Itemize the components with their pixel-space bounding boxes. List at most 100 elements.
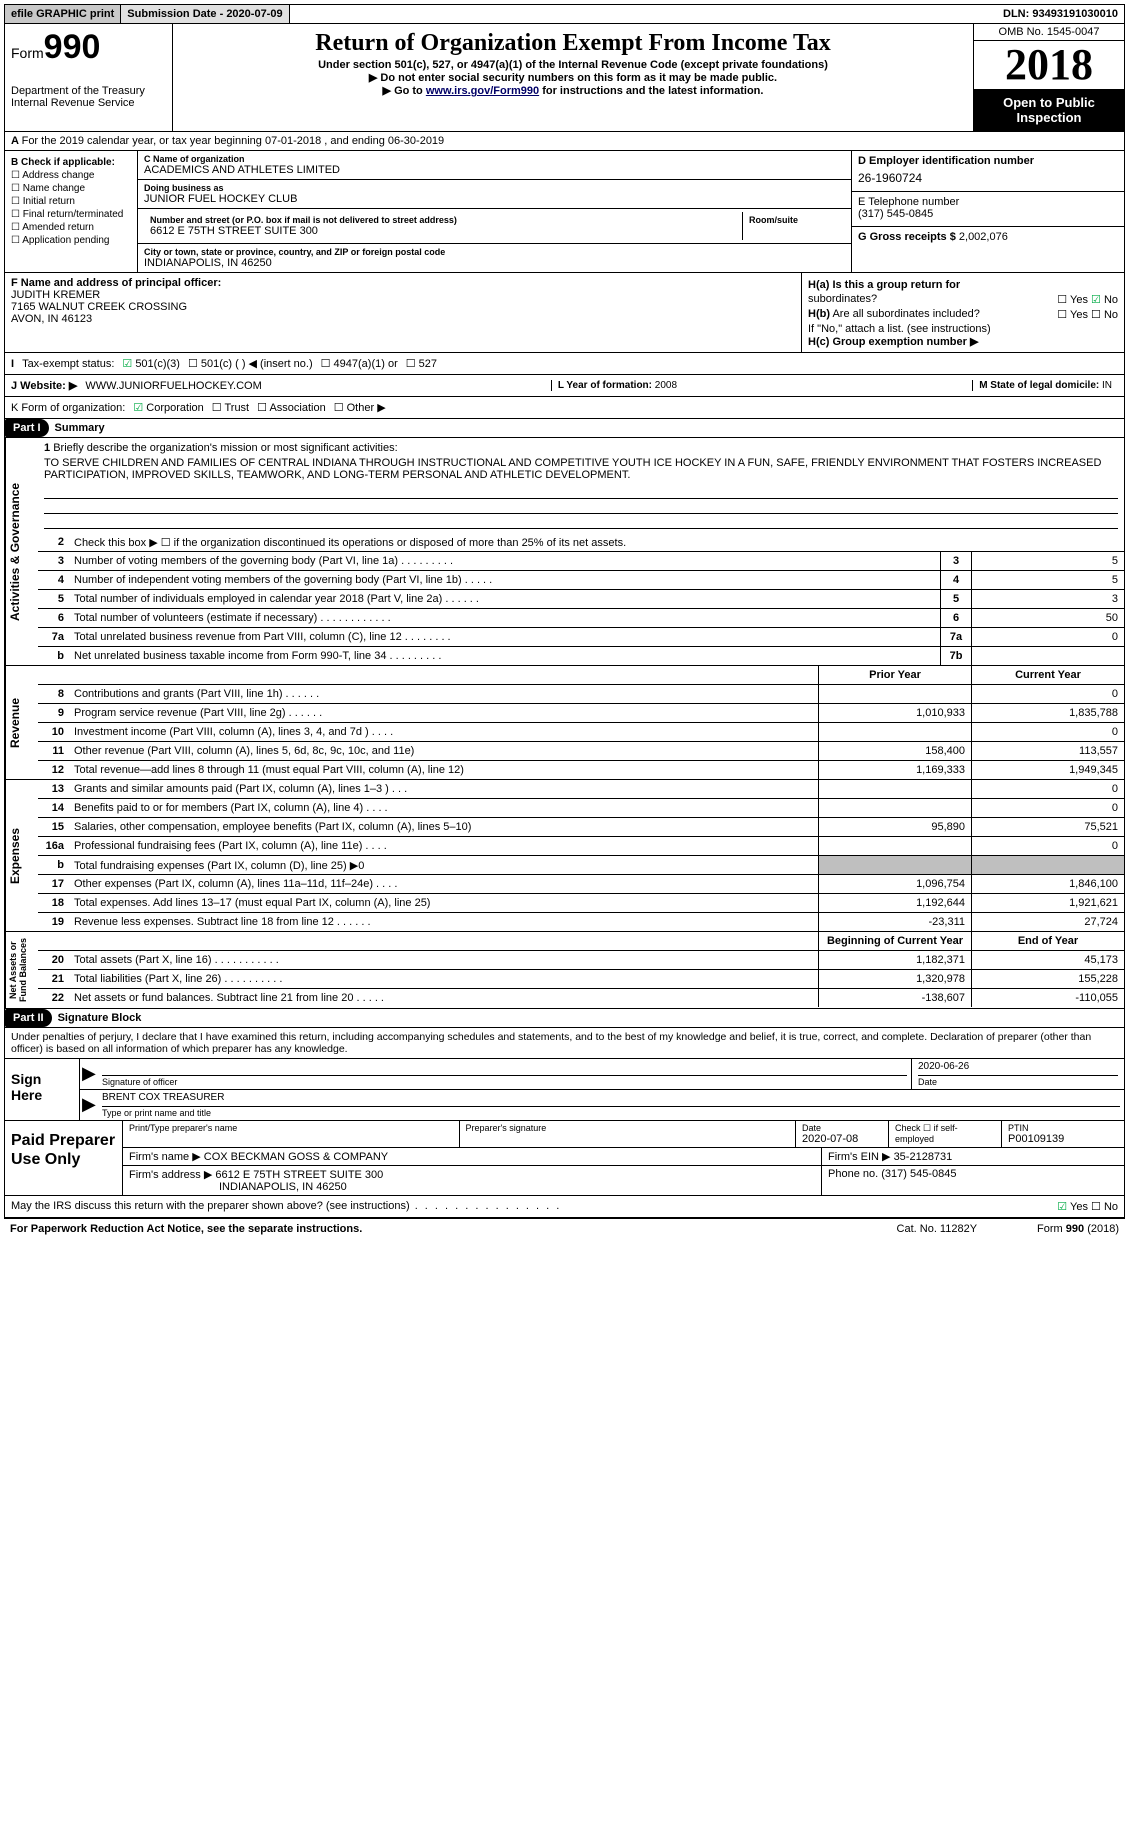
rule-1 — [44, 484, 1118, 499]
header-left: Form990 Department of the Treasury Inter… — [5, 24, 173, 131]
part1-title: Summary — [49, 422, 105, 434]
table-row: 12Total revenue—add lines 8 through 11 (… — [38, 761, 1124, 779]
table-row: 10Investment income (Part VIII, column (… — [38, 723, 1124, 742]
gov-lines: 2Check this box ▶ ☐ if the organization … — [38, 533, 1124, 665]
ha-sub: subordinates? — [808, 293, 877, 306]
arrow-icon: ▶ — [80, 1059, 98, 1089]
officer-printed-name: BRENT COX TREASURER — [102, 1092, 1120, 1107]
sign-here-row: Sign Here ▶ Signature of officer 2020-06… — [5, 1059, 1124, 1121]
h-col: H(a) Is this a group return for subordin… — [802, 273, 1124, 352]
col-c: C Name of organization ACADEMICS AND ATH… — [138, 151, 852, 272]
chk-name[interactable]: Name change — [11, 183, 131, 194]
hb-no[interactable]: No — [1091, 309, 1118, 321]
k-corp[interactable]: Corporation — [133, 401, 203, 414]
hb-yes[interactable]: Yes — [1057, 309, 1088, 321]
discuss-yes[interactable]: Yes — [1057, 1201, 1088, 1213]
chk-amended[interactable]: Amended return — [11, 222, 131, 233]
sig-date: 2020-06-26 — [918, 1061, 1118, 1076]
top-bar: efile GRAPHIC print Submission Date - 20… — [5, 5, 1124, 24]
chk-final[interactable]: Final return/terminated — [11, 209, 131, 220]
exp-lines: 13Grants and similar amounts paid (Part … — [38, 780, 1124, 931]
rev-lines: 8Contributions and grants (Part VIII, li… — [38, 685, 1124, 779]
irs-link[interactable]: www.irs.gov/Form990 — [426, 85, 539, 97]
sig-date-col: 2020-06-26 Date — [911, 1059, 1124, 1089]
g-line: G Gross receipts $ 2,002,076 — [858, 231, 1118, 243]
table-row: 14Benefits paid to or for members (Part … — [38, 799, 1124, 818]
firm-addr1: 6612 E 75TH STREET SUITE 300 — [215, 1169, 383, 1181]
ha-yes[interactable]: Yes — [1057, 294, 1088, 306]
exp-section: Expenses 13Grants and similar amounts pa… — [5, 780, 1124, 932]
ha-no[interactable]: No — [1091, 294, 1118, 306]
na-header: Beginning of Current Year End of Year — [38, 932, 1124, 951]
firm-phone-lbl: Phone no. — [828, 1168, 878, 1180]
current-year-hdr: Current Year — [971, 666, 1124, 684]
prep-line-1: Print/Type preparer's name Preparer's si… — [123, 1121, 1124, 1148]
subtitle-2: Do not enter social security numbers on … — [179, 71, 967, 84]
ein-val: 26-1960724 — [858, 171, 1118, 185]
discuss-row: May the IRS discuss this return with the… — [5, 1196, 1124, 1218]
discuss-no[interactable]: No — [1091, 1201, 1118, 1213]
c-addr-cell: Number and street (or P.O. box if mail i… — [138, 209, 851, 244]
prep-line-2: Firm's name ▶ COX BECKMAN GOSS & COMPANY… — [123, 1148, 1124, 1166]
i-527[interactable]: 527 — [406, 357, 437, 370]
table-row: 18Total expenses. Add lines 13–17 (must … — [38, 894, 1124, 913]
na-body: Beginning of Current Year End of Year 20… — [38, 932, 1124, 1008]
sig-name-line: ▶ BRENT COX TREASURER Type or print name… — [80, 1090, 1124, 1120]
vtab-na: Net Assets or Fund Balances — [5, 932, 38, 1008]
subtitle-1: Under section 501(c), 527, or 4947(a)(1)… — [179, 59, 967, 71]
website-val: WWW.JUNIORFUELHOCKEY.COM — [85, 380, 261, 392]
prep-self-lbl[interactable]: Check ☐ if self-employed — [895, 1123, 995, 1144]
k-assoc[interactable]: Association — [257, 401, 326, 414]
date-label: Date — [918, 1076, 1118, 1087]
i-line: ITax-exempt status: 501(c)(3) 501(c) ( )… — [5, 353, 1124, 375]
mission-block: 1 Briefly describe the organization's mi… — [38, 438, 1124, 533]
k-trust[interactable]: Trust — [212, 401, 249, 414]
col-de: D Employer identification number 26-1960… — [852, 151, 1124, 272]
i-4947[interactable]: 4947(a)(1) or — [321, 357, 398, 370]
i-501c3[interactable]: 501(c)(3) — [122, 357, 180, 370]
chk-address[interactable]: Address change — [11, 170, 131, 181]
table-row: 8Contributions and grants (Part VIII, li… — [38, 685, 1124, 704]
part2-badge: Part II — [5, 1009, 52, 1027]
arrow-icon-2: ▶ — [80, 1090, 98, 1120]
section-b-to-g: B Check if applicable: Address change Na… — [5, 151, 1124, 273]
chk-pending[interactable]: Application pending — [11, 235, 131, 246]
chk-initial[interactable]: Initial return — [11, 196, 131, 207]
part1-badge: Part I — [5, 419, 49, 437]
k-other[interactable]: Other ▶ — [334, 401, 386, 414]
header-right: OMB No. 1545-0047 2018 Open to Public In… — [974, 24, 1124, 131]
k-label: K Form of organization: — [11, 402, 125, 414]
prep-date-lbl: Date — [802, 1123, 882, 1133]
header-mid: Return of Organization Exempt From Incom… — [173, 24, 974, 131]
m-col: M State of legal domicile: IN — [972, 380, 1118, 391]
k-line: K Form of organization: Corporation Trus… — [5, 397, 1124, 418]
hc-line: H(c) Group exemption number ▶ — [808, 335, 1118, 348]
table-row: 20Total assets (Part X, line 16) . . . .… — [38, 951, 1124, 970]
part1-header-row: Part I Summary — [5, 419, 1124, 438]
header: Form990 Department of the Treasury Inter… — [5, 24, 1124, 132]
i-501c[interactable]: 501(c) ( ) ◀ (insert no.) — [188, 357, 313, 370]
l-col: L Year of formation: 2008 — [551, 380, 683, 391]
addr-val: 6612 E 75TH STREET SUITE 300 — [150, 225, 736, 237]
j-line: J Website: ▶ WWW.JUNIORFUELHOCKEY.COM L … — [5, 375, 1124, 397]
sign-here-label: Sign Here — [5, 1059, 80, 1120]
rule-2 — [44, 499, 1118, 514]
table-row: 11Other revenue (Part VIII, column (A), … — [38, 742, 1124, 761]
dln: DLN: 93493191030010 — [997, 5, 1124, 23]
form-prefix: Form — [11, 45, 44, 61]
sig-label: Signature of officer — [102, 1076, 907, 1087]
part2-header-row: Part II Signature Block — [5, 1009, 1124, 1028]
table-row: 13Grants and similar amounts paid (Part … — [38, 780, 1124, 799]
efile-badge: efile GRAPHIC print — [5, 5, 121, 23]
city-val: INDIANAPOLIS, IN 46250 — [144, 257, 845, 269]
dba-label: Doing business as — [144, 183, 845, 193]
gov-line: 6Total number of volunteers (estimate if… — [38, 609, 1124, 628]
prep-line-3: Firm's address ▶ 6612 E 75TH STREET SUIT… — [123, 1166, 1124, 1195]
gov-section: Activities & Governance 1 Briefly descri… — [5, 438, 1124, 666]
rev-body: Prior Year Current Year 8Contributions a… — [38, 666, 1124, 779]
table-row: bTotal fundraising expenses (Part IX, co… — [38, 856, 1124, 875]
gov-line: 2Check this box ▶ ☐ if the organization … — [38, 533, 1124, 552]
preparer-body: Print/Type preparer's name Preparer's si… — [123, 1121, 1124, 1195]
foot-left: For Paperwork Reduction Act Notice, see … — [10, 1223, 362, 1235]
gov-line: 5Total number of individuals employed in… — [38, 590, 1124, 609]
